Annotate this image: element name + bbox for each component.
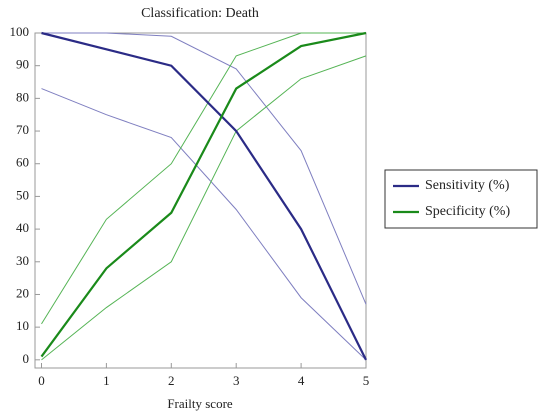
series-line [41, 31, 367, 361]
legend-label: Sensitivity (%) [425, 178, 510, 193]
upper-bound-line [41, 32, 366, 325]
y-tick-label: 50 [16, 187, 29, 202]
y-tick-label: 70 [16, 122, 29, 137]
x-tick-label: 4 [298, 373, 305, 388]
y-tick-label: 60 [16, 155, 29, 170]
lower-bound-line [41, 55, 367, 361]
x-tick-label: 2 [168, 373, 175, 388]
y-tick-label: 100 [10, 24, 30, 39]
y-tick-label: 0 [23, 351, 30, 366]
x-tick-label: 3 [233, 373, 240, 388]
y-tick-label: 30 [16, 253, 29, 268]
legend-label: Specificity (%) [425, 204, 510, 219]
y-tick-label: 90 [16, 57, 29, 72]
y-tick-label: 10 [16, 318, 29, 333]
y-tick-label: 20 [16, 285, 29, 300]
lower-bound-line [41, 88, 367, 361]
series-line [40, 31, 367, 358]
chart-title: Classification: Death [141, 6, 259, 21]
y-tick-label: 40 [16, 220, 29, 235]
legend-box [384, 169, 538, 229]
x-tick-label: 0 [38, 373, 45, 388]
x-tick-label: 5 [363, 373, 370, 388]
x-axis-label: Frailty score [167, 396, 233, 411]
upper-bound-line [41, 32, 367, 305]
y-tick-label: 80 [16, 89, 29, 104]
x-tick-label: 1 [103, 373, 110, 388]
plot-frame [34, 32, 367, 369]
